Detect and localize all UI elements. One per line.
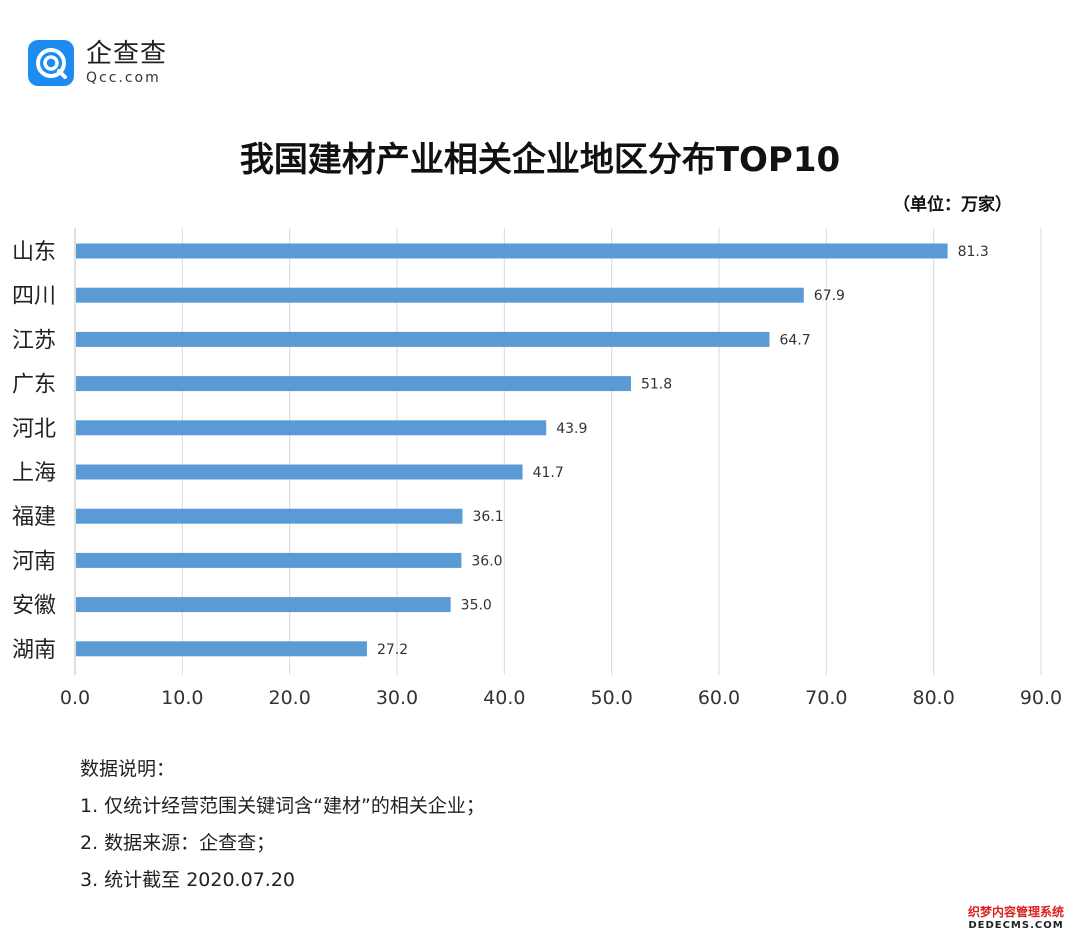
- x-tick-label: 40.0: [483, 687, 525, 709]
- x-tick-label: 70.0: [805, 687, 847, 709]
- category-label: 四川: [12, 284, 56, 309]
- note-item-1: 1. 仅统计经营范围关键词含“建材”的相关企业；: [80, 795, 485, 817]
- bar: [76, 243, 948, 259]
- data-label: 67.9: [814, 288, 845, 304]
- x-tick-label: 10.0: [161, 687, 203, 709]
- unit-label: （单位：万家）: [893, 195, 1012, 215]
- logo-name: 企查查: [86, 39, 168, 69]
- qcc-logo-icon: [28, 40, 74, 86]
- x-tick-label: 90.0: [1020, 687, 1062, 709]
- bar-chart: 0.0 10.0 20.0 30.0 40.0 50.0 60.0 70.0 80.0 90.0 山…: [12, 228, 1062, 709]
- category-label: 广东: [12, 373, 56, 398]
- watermark: 织梦内容管理系统 DEDECMS.COM: [960, 903, 1072, 931]
- data-label: 36.0: [471, 553, 502, 569]
- category-label: 上海: [12, 461, 56, 486]
- x-tick-label: 60.0: [698, 687, 740, 709]
- bar: [76, 508, 463, 524]
- logo-url: Qcc.com: [86, 70, 161, 86]
- note-item-3: 3. 统计截至 2020.07.20: [80, 869, 295, 891]
- chart-title: 我国建材产业相关企业地区分布TOP10: [239, 140, 841, 180]
- watermark-line2: DEDECMS.COM: [968, 920, 1064, 931]
- bar: [76, 597, 451, 613]
- x-tick-label: 50.0: [591, 687, 633, 709]
- x-tick-label: 20.0: [269, 687, 311, 709]
- bar: [76, 331, 770, 347]
- data-label: 51.8: [641, 377, 672, 393]
- category-label: 江苏: [12, 328, 56, 353]
- category-label: 安徽: [12, 594, 56, 619]
- category-label: 河南: [12, 549, 56, 574]
- data-label: 43.9: [556, 421, 587, 437]
- data-label: 35.0: [461, 598, 492, 614]
- data-label: 41.7: [533, 465, 564, 481]
- bar: [76, 552, 462, 568]
- data-notes: 数据说明： 1. 仅统计经营范围关键词含“建材”的相关企业； 2. 数据来源：企…: [80, 756, 485, 904]
- qcc-logo: 企查查 Qcc.com: [28, 40, 167, 86]
- bar: [76, 376, 631, 392]
- bar: [76, 420, 547, 436]
- category-label: 山东: [12, 240, 56, 265]
- category-label: 福建: [12, 505, 56, 530]
- watermark-line1: 织梦内容管理系统: [967, 905, 1064, 919]
- data-label: 27.2: [377, 642, 408, 658]
- data-label: 36.1: [472, 509, 503, 525]
- bar: [76, 464, 523, 480]
- x-tick-label: 30.0: [376, 687, 418, 709]
- x-tick-label: 80.0: [913, 687, 955, 709]
- note-item-2: 2. 数据来源：企查查；: [80, 832, 276, 854]
- category-label: 河北: [12, 417, 56, 442]
- category-label: 湖南: [12, 638, 56, 663]
- data-label: 81.3: [958, 244, 989, 260]
- bar: [76, 287, 804, 303]
- bar: [76, 641, 367, 657]
- notes-heading: 数据说明：: [80, 758, 176, 780]
- data-label: 64.7: [779, 332, 810, 348]
- x-tick-label: 0.0: [60, 687, 90, 709]
